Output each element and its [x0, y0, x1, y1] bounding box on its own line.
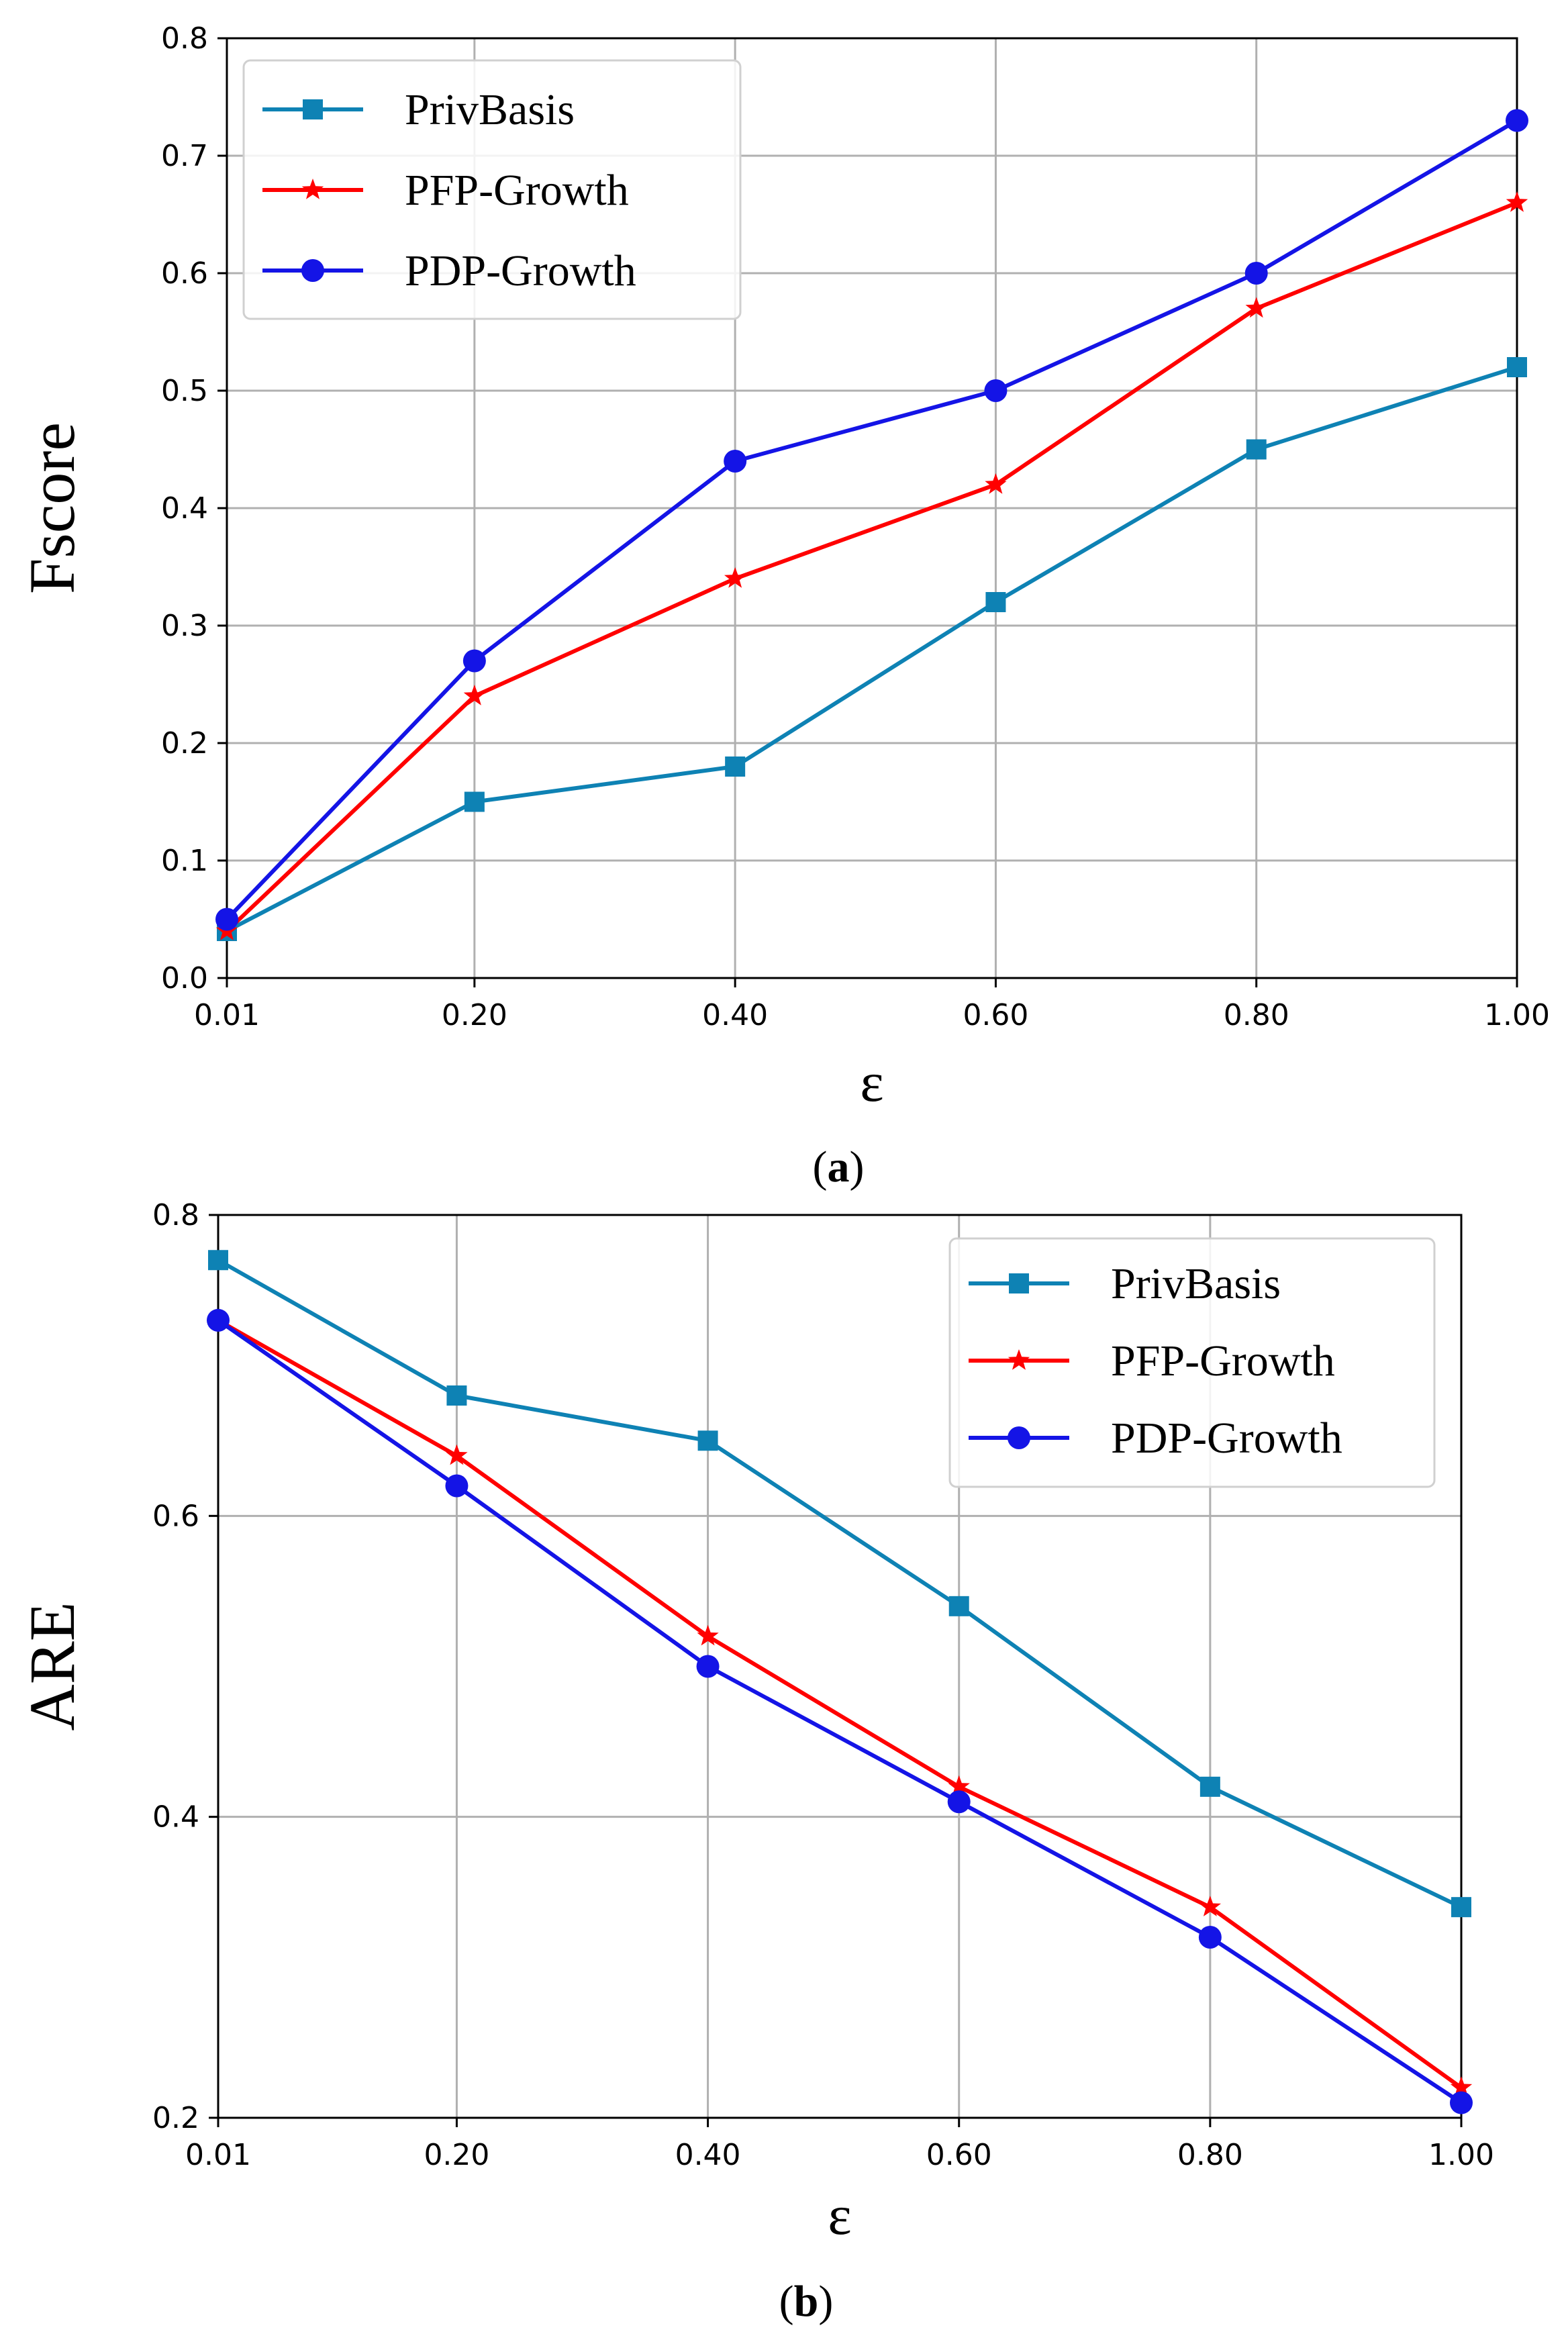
data-point-privbasis	[985, 592, 1006, 612]
legend-marker	[1009, 1273, 1029, 1293]
data-point-pdp-growth	[724, 450, 747, 473]
legend-box	[948, 1237, 1436, 1488]
y-tick-label: 0.3	[161, 609, 208, 643]
data-point-pfp-growth	[1245, 297, 1267, 318]
x-tick-label: 0.60	[963, 998, 1028, 1032]
data-point-privbasis	[208, 1250, 228, 1271]
data-point-privbasis	[697, 1430, 718, 1451]
series-line-pdp-growth	[225, 118, 1518, 921]
y-tick-label: 0.5	[161, 374, 208, 408]
legend-marker	[1008, 1349, 1030, 1370]
data-point-pdp-growth	[1198, 1926, 1222, 1949]
data-point-pdp-growth	[984, 379, 1008, 402]
x-tick-label: 0.60	[926, 2138, 992, 2172]
data-point-pdp-growth	[462, 649, 486, 673]
y-tick-label: 0.4	[152, 1800, 199, 1835]
y-tick-label: 0.2	[161, 726, 208, 761]
x-tick-label: 0.01	[194, 998, 260, 1032]
data-point-privbasis	[1246, 439, 1267, 460]
data-point-pdp-growth	[445, 1474, 469, 1498]
legend-marker	[301, 179, 324, 199]
data-point-pfp-growth	[724, 567, 746, 588]
data-point-pdp-growth	[1244, 262, 1268, 285]
data-point-privbasis	[948, 1596, 969, 1616]
data-point-pfp-growth	[446, 1444, 468, 1465]
y-axis-label: Fscore	[16, 422, 88, 594]
data-point-pfp-growth	[463, 685, 485, 705]
x-tick-label: 0.80	[1224, 998, 1289, 1032]
data-point-pdp-growth	[1506, 109, 1528, 132]
data-point-privbasis	[1451, 1897, 1471, 1918]
legend-label: PDP-Growth	[405, 246, 636, 295]
x-tick-label: 1.00	[1484, 998, 1550, 1032]
data-point-pdp-growth	[215, 908, 238, 931]
x-tick-label: 1.00	[1428, 2138, 1494, 2172]
y-tick-label: 0.7	[161, 139, 208, 173]
y-tick-label: 0.1	[161, 844, 208, 878]
legend-marker	[301, 259, 324, 282]
legend: PrivBasis PFP-Growth PDP-Growth	[242, 59, 742, 320]
legend-label: PFP-Growth	[1111, 1336, 1335, 1385]
subfigure-caption-letter: b	[794, 2277, 819, 2326]
x-tick-label: 0.40	[702, 998, 768, 1032]
y-tick-label: 0.2	[152, 2101, 199, 2135]
series-line-pfp-growth	[225, 201, 1518, 933]
legend-marker	[1008, 1426, 1030, 1449]
legend-marker	[303, 99, 323, 119]
data-point-pdp-growth	[947, 1790, 971, 1814]
data-point-pfp-growth	[697, 1624, 719, 1646]
y-tick-label: 0.0	[161, 961, 208, 995]
data-point-pdp-growth	[207, 1308, 230, 1332]
x-tick-label: 0.20	[424, 2138, 489, 2172]
y-tick-label: 0.6	[152, 1499, 199, 1533]
data-point-pfp-growth	[1199, 1896, 1221, 1916]
data-point-privbasis	[1199, 1776, 1220, 1797]
x-axis-label: ε	[828, 2184, 851, 2247]
series-line-pdp-growth	[217, 1318, 1463, 2105]
series-line-privbasis	[217, 1258, 1463, 1909]
subfigure-caption: (b)	[779, 2277, 834, 2326]
y-tick-label: 0.8	[152, 1198, 199, 1232]
series-line-pfp-growth	[217, 1318, 1463, 2090]
x-tick-label: 0.01	[185, 2138, 251, 2172]
y-tick-label: 0.6	[161, 256, 208, 291]
data-point-pfp-growth	[985, 473, 1007, 494]
x-tick-label: 0.80	[1177, 2138, 1243, 2172]
x-tick-label: 0.40	[675, 2138, 741, 2172]
subfigure-caption-letter: a	[828, 1142, 850, 1191]
legend-label: PDP-Growth	[1111, 1414, 1342, 1463]
data-point-privbasis	[1507, 357, 1527, 377]
y-axis-label: ARE	[16, 1602, 88, 1731]
data-point-privbasis	[464, 791, 485, 812]
legend-label: PFP-Growth	[405, 166, 629, 215]
axes-frame	[217, 1214, 1463, 2119]
legend-label: PrivBasis	[1111, 1259, 1281, 1308]
subfigure-caption: (a)	[813, 1142, 865, 1191]
y-tick-label: 0.8	[161, 21, 208, 56]
data-point-privbasis	[725, 756, 746, 777]
series-line-privbasis	[226, 365, 1518, 933]
legend-label: PrivBasis	[405, 85, 575, 134]
legend: PrivBasis PFP-Growth PDP-Growth	[948, 1237, 1436, 1488]
legend-box	[242, 59, 742, 320]
x-tick-label: 0.20	[442, 998, 507, 1032]
data-point-pfp-growth	[1450, 2076, 1473, 2097]
data-point-privbasis	[446, 1385, 467, 1406]
chart-b: 0.01 0.20 0.40 0.60 0.80 1.00 0.2 0.4 0.6 0.8 ARE ε…	[16, 1198, 1494, 2326]
data-point-pfp-growth	[1506, 191, 1528, 212]
chart-a: 0.01 0.20 0.40 0.60 0.80 1.00 0.0 0.1 0.2 0.3 0.4 0…	[16, 21, 1550, 1191]
data-point-pdp-growth	[696, 1655, 720, 1678]
data-point-pdp-growth	[1450, 2091, 1473, 2114]
y-tick-label: 0.4	[161, 491, 208, 526]
data-point-pfp-growth	[948, 1775, 970, 1796]
x-axis-label: ε	[860, 1051, 883, 1114]
